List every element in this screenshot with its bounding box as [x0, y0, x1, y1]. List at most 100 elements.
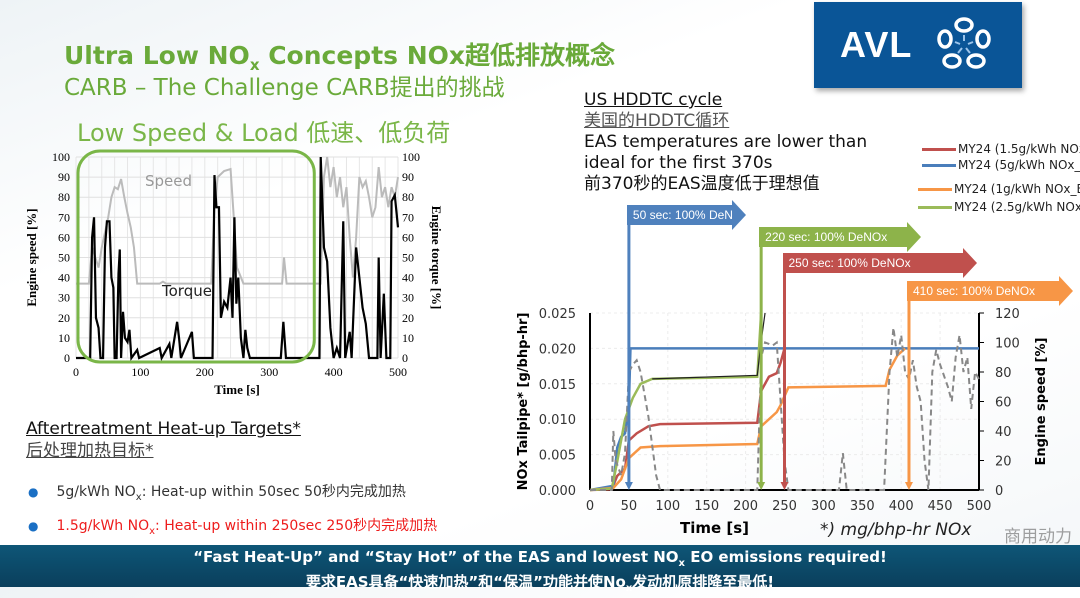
legend-item: MY24 (5g/kWh NOx_EO)	[922, 158, 1080, 172]
arrow-down-icon	[757, 482, 766, 490]
y-tick-label: 0.005	[539, 449, 576, 464]
x-tick-label: 0	[73, 365, 79, 379]
eas-note-line2: ideal for the first 370s	[584, 153, 773, 173]
y2-tick-label: 80	[995, 366, 1012, 381]
footer-text: 要求EAS具备“快速加热”和“保温”功能并使No	[305, 573, 626, 591]
legend-label: MY24 (1.5g/kWh NOx_EO)	[958, 142, 1080, 156]
logo-text: AVL	[840, 24, 913, 65]
y2-tick-label: 100	[995, 337, 1020, 352]
y2-axis-label: Engine speed [%]	[1034, 338, 1049, 466]
callout-banner: 250 sec: 100% DeNOx	[782, 248, 977, 278]
x-tick-label: 0	[586, 499, 594, 514]
y2-tick-label: 30	[402, 291, 414, 305]
bullet-item: ● 5g/kWh NOx: Heat-up within 50sec 50秒内完成…	[28, 481, 406, 503]
x-tick-label: 400	[889, 499, 914, 514]
series-line-unlabeled	[652, 312, 766, 380]
y-axis-label: NOx Tailpipe* [g/bhp-hr]	[516, 313, 531, 491]
footer-banner: “Fast Heat-Up” and “Stay Hot” of the EAS…	[0, 545, 1080, 594]
title-text-rest: Concepts NOx超低排放概念	[259, 41, 616, 70]
nox-tailpipe-chart: 0 50 100 150 200 250 300 350 400 450 5000.0000.005…	[516, 215, 1049, 537]
legend-item: MY24 (2.5g/kWh NOx_EO)	[918, 200, 1080, 214]
torque-annotation: Torque	[161, 282, 212, 300]
legend-item: MY24 (1.5g/kWh NOx_EO)	[922, 142, 1080, 156]
title-text: Ultra Low NO	[64, 41, 250, 70]
y-tick-label: 40	[58, 271, 70, 285]
y2-tick-label: 20	[402, 311, 414, 325]
y-tick-label: 0.000	[539, 484, 576, 499]
eas-note-line1: EAS temperatures are lower than	[584, 132, 868, 152]
speed-annotation: Speed	[145, 172, 192, 190]
series-line-torque	[76, 156, 400, 362]
bullet-text: : Heat-up within 50sec 50秒内完成加热	[141, 484, 406, 500]
series-line-speed	[76, 156, 399, 285]
y-tick-label: 90	[58, 170, 70, 184]
y-tick-label: 0	[64, 351, 70, 365]
legend-label: MY24 (5g/kWh NOx_EO)	[958, 158, 1080, 172]
cycle-description: US HDDTC cycle 美国的HDDTC循环 EAS temperatur…	[584, 90, 867, 195]
y-tick-label: 0.025	[539, 307, 576, 322]
legend-item: MY24 (1g/kWh NOx_EO)	[918, 182, 1080, 196]
x-tick-label: 100	[655, 499, 680, 514]
callout-banner: 220 sec: 100% DeNOx	[759, 222, 922, 252]
x-tick-label: 250	[772, 499, 797, 514]
watermark: 商用动力	[1004, 527, 1072, 547]
y-tick-label: 0.020	[539, 342, 576, 357]
series-line	[589, 348, 786, 492]
bullet-icon: ●	[28, 519, 39, 533]
bullet-subscript: x	[149, 525, 156, 537]
y2-tick-label: 60	[995, 396, 1012, 411]
legend-label: MY24 (2.5g/kWh NOx_EO)	[954, 200, 1080, 214]
x-tick-label: 200	[733, 499, 758, 514]
bullet-text: : Heat-up within 250sec 250秒内完成加热	[155, 518, 438, 534]
y2-tick-label: 100	[402, 150, 420, 164]
y2-axis-label: Engine torque [%]	[429, 206, 444, 310]
x-tick-label: 400	[325, 365, 343, 379]
engine-speed-line	[590, 327, 980, 491]
x-tick-label: 150	[694, 499, 719, 514]
arrow-down-icon	[904, 482, 913, 490]
y2-tick-label: 120	[995, 307, 1020, 322]
y2-tick-label: 40	[995, 425, 1012, 440]
y-tick-label: 80	[58, 190, 70, 204]
y2-tick-label: 20	[995, 455, 1012, 470]
x-tick-label: 300	[260, 365, 278, 379]
slide-subtitle: CARB – The Challenge CARB提出的挑战	[64, 75, 505, 101]
aft-heading: Aftertreatment Heat-up Targets*	[26, 419, 301, 439]
y-tick-label: 0.010	[539, 413, 576, 428]
y2-tick-label: 10	[402, 331, 414, 345]
title-subscript: x	[249, 56, 260, 74]
y-tick-label: 50	[58, 251, 70, 265]
y-tick-label: 10	[58, 331, 70, 345]
y2-tick-label: 70	[402, 210, 414, 224]
bullet-text: 5g/kWh NO	[56, 484, 136, 500]
cycle-heading-cn: 美国的HDDTC循环	[584, 111, 730, 131]
slide-title: Ultra Low NOx Concepts NOx超低排放概念	[64, 36, 615, 74]
avl-logo: AVL	[814, 2, 1022, 88]
footer-text: EO emissions required!	[684, 548, 887, 566]
y-tick-label: 30	[58, 291, 70, 305]
y2-tick-label: 90	[402, 170, 414, 184]
arrow-down-icon	[624, 482, 633, 490]
bullet-text: 1.5g/kWh NO	[56, 518, 150, 534]
series-line	[589, 312, 763, 492]
aftertreatment-heading: Aftertreatment Heat-up Targets* 后处理加热目标*	[26, 418, 301, 462]
y-tick-label: 20	[58, 311, 70, 325]
arrow-down-icon	[780, 482, 789, 490]
x-tick-label: 300	[811, 499, 836, 514]
cycle-heading: US HDDTC cycle	[584, 90, 723, 110]
x-tick-label: 200	[196, 365, 214, 379]
x-tick-label: 450	[928, 499, 953, 514]
y2-tick-label: 40	[402, 271, 414, 285]
x-tick-label: 500	[389, 365, 407, 379]
y2-tick-label: 50	[402, 251, 414, 265]
bullet-icon: ●	[28, 485, 39, 499]
x-axis-label: Time [s]	[680, 519, 749, 537]
x-tick-label: 100	[131, 365, 149, 379]
y-tick-label: 0.015	[539, 378, 576, 393]
footer-text: “Fast Heat-Up” and “Stay Hot” of the EAS…	[193, 548, 679, 566]
x-tick-label: 50	[621, 499, 638, 514]
footnote: *) mg/bhp-hr NOx	[820, 520, 972, 540]
x-tick-label: 350	[850, 499, 875, 514]
y-tick-label: 60	[58, 230, 70, 244]
y-axis-label: Engine speed [%]	[24, 208, 39, 306]
